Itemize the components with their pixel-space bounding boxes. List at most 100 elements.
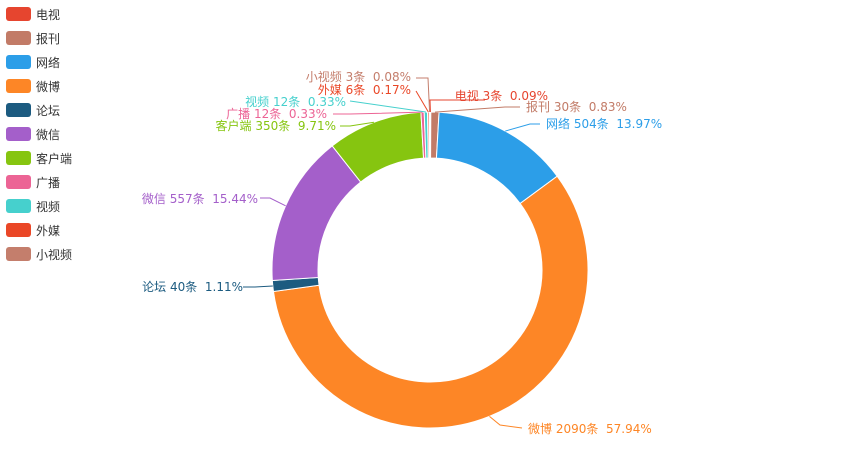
data-label-name: 报刊 — [526, 99, 554, 114]
data-label-count: 3 — [483, 89, 491, 103]
legend-label: 小视频 — [36, 247, 73, 262]
data-label-name: 广播 — [226, 107, 254, 121]
leader-line — [429, 99, 485, 113]
data-label-unit: 条 — [269, 107, 289, 121]
data-label: 论坛 40条 1.11% — [142, 280, 243, 294]
legend-label: 论坛 — [36, 103, 61, 118]
legend-label: 视频 — [36, 199, 61, 214]
legend-item[interactable]: 外媒 — [6, 218, 72, 242]
legend-swatch — [6, 31, 31, 45]
leader-line — [489, 415, 523, 429]
data-label: 微博 2090条 57.94% — [528, 421, 652, 436]
data-label-name: 电视 — [455, 88, 483, 103]
legend-label: 网络 — [36, 55, 61, 70]
data-label-percent: 1.11% — [205, 280, 243, 294]
data-label-count: 12 — [254, 107, 269, 121]
data-label-count: 2090 — [556, 422, 587, 436]
data-label: 网络 504条 13.97% — [546, 116, 662, 131]
legend-swatch — [6, 7, 31, 21]
legend-swatch — [6, 103, 31, 117]
legend-label: 报刊 — [36, 31, 61, 46]
data-label-count: 12 — [273, 95, 288, 109]
data-label-percent: 0.08% — [373, 70, 411, 84]
data-label-percent: 57.94% — [606, 422, 652, 436]
leader-line — [416, 77, 431, 113]
legend-item[interactable]: 客户端 — [6, 146, 72, 170]
legend-item[interactable]: 视频 — [6, 194, 72, 218]
donut-slice[interactable] — [271, 145, 362, 282]
leader-line — [340, 121, 375, 127]
legend-label: 广播 — [36, 175, 61, 190]
legend-label: 电视 — [36, 7, 61, 22]
legend-item[interactable]: 微博 — [6, 74, 72, 98]
data-label-unit: 条 — [353, 83, 373, 97]
legend-swatch — [6, 223, 31, 237]
leader-line — [333, 111, 423, 115]
data-label-percent: 9.71% — [298, 119, 336, 133]
data-label-name: 微博 — [528, 421, 556, 436]
data-label-unit: 条 — [278, 119, 298, 133]
data-label-unit: 条 — [353, 70, 373, 84]
legend-swatch — [6, 175, 31, 189]
data-label-count: 3 — [346, 70, 354, 84]
legend: 电视报刊网络微博论坛微信客户端广播视频外媒小视频 — [6, 2, 72, 266]
legend-label: 微博 — [36, 79, 61, 94]
legend-item[interactable]: 论坛 — [6, 98, 72, 122]
data-label-count: 6 — [346, 83, 354, 97]
data-label-name: 客户端 — [216, 118, 256, 133]
legend-item[interactable]: 网络 — [6, 50, 72, 74]
data-label-percent: 0.17% — [373, 83, 411, 97]
data-label-unit: 条 — [597, 117, 617, 131]
data-label-name: 视频 — [245, 94, 273, 109]
legend-swatch — [6, 199, 31, 213]
data-label-name: 网络 — [546, 116, 574, 131]
data-label-name: 论坛 — [142, 280, 170, 294]
leader-line — [349, 100, 426, 113]
data-label-percent: 0.83% — [589, 100, 627, 114]
legend-item[interactable]: 小视频 — [6, 242, 72, 266]
data-label: 电视 3条 0.09% — [455, 88, 548, 103]
legend-swatch — [6, 55, 31, 69]
leader-line — [434, 106, 520, 113]
data-label: 广播 12条 0.33% — [226, 107, 327, 121]
data-label-unit: 条 — [193, 192, 213, 206]
legend-swatch — [6, 247, 31, 261]
data-label-name: 小视频 — [306, 69, 346, 84]
leader-line — [243, 285, 273, 288]
legend-item[interactable]: 广播 — [6, 170, 72, 194]
legend-item[interactable]: 微信 — [6, 122, 72, 146]
data-label-unit: 条 — [288, 95, 308, 109]
data-label-percent: 0.09% — [510, 89, 548, 103]
data-label-count: 350 — [255, 119, 278, 133]
data-label-percent: 13.97% — [616, 117, 662, 131]
data-label: 视频 12条 0.33% — [245, 94, 346, 109]
data-label-percent: 0.33% — [308, 95, 346, 109]
leader-line — [260, 197, 286, 207]
legend-swatch — [6, 127, 31, 141]
leader-line — [415, 90, 429, 113]
donut-slice[interactable] — [272, 175, 589, 429]
data-label-name: 外媒 — [318, 83, 346, 97]
legend-item[interactable]: 报刊 — [6, 26, 72, 50]
legend-item[interactable]: 电视 — [6, 2, 72, 26]
legend-swatch — [6, 79, 31, 93]
leader-line — [505, 123, 540, 132]
data-label-count: 557 — [170, 192, 193, 206]
data-label: 报刊 30条 0.83% — [526, 99, 627, 114]
data-label: 外媒 6条 0.17% — [318, 83, 411, 97]
data-label-count: 40 — [170, 280, 185, 294]
data-label-unit: 条 — [569, 100, 589, 114]
donut-slice[interactable] — [428, 111, 431, 159]
data-label: 客户端 350条 9.71% — [216, 118, 337, 133]
data-label-percent: 15.44% — [212, 192, 258, 206]
data-label: 微信 557条 15.44% — [142, 192, 258, 206]
legend-label: 微信 — [36, 127, 61, 142]
data-label-unit: 条 — [185, 280, 205, 294]
data-label-unit: 条 — [490, 89, 510, 103]
legend-label: 客户端 — [36, 151, 73, 166]
data-label-percent: 0.33% — [289, 107, 327, 121]
data-label: 小视频 3条 0.08% — [306, 69, 411, 84]
data-label-unit: 条 — [586, 422, 606, 436]
